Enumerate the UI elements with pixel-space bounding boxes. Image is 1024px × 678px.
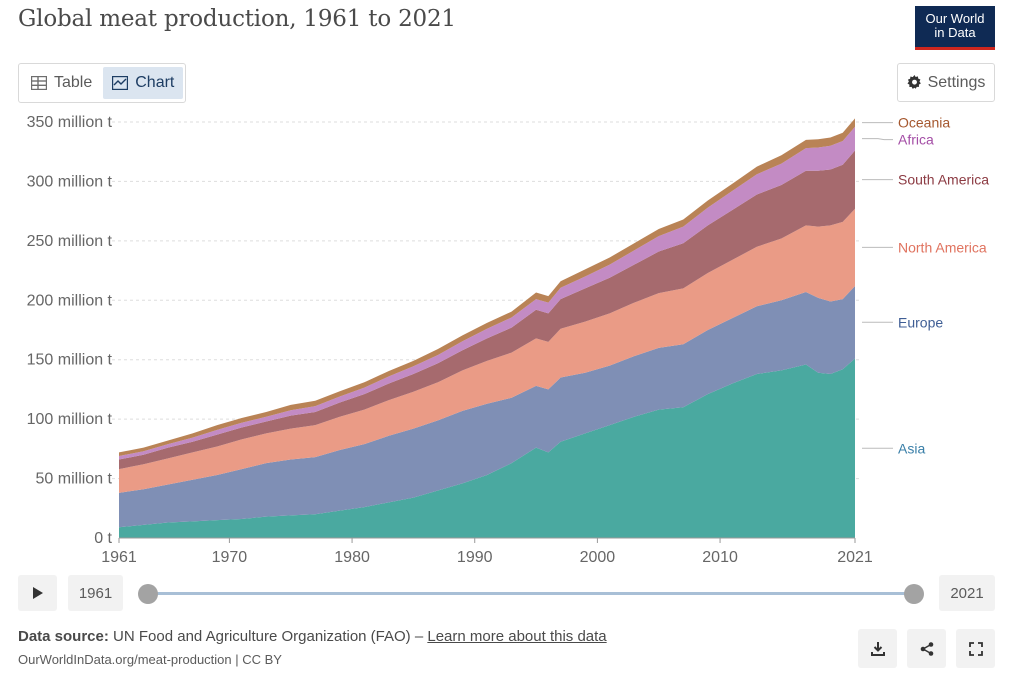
timeline-end-handle[interactable] [904,584,924,604]
fullscreen-button[interactable] [956,629,995,668]
view-tabs: Table Chart [18,63,186,103]
series-label-europe[interactable]: Europe [898,314,943,330]
x-tick-label: 1970 [212,549,248,566]
x-tick-label: 2000 [580,549,616,566]
y-tick-label: 350 million t [27,114,113,131]
x-tick-label: 1961 [101,549,137,566]
owid-logo[interactable]: Our World in Data [915,6,995,50]
share-button[interactable] [907,629,946,668]
timeline-start-handle[interactable] [138,584,158,604]
x-tick-label: 2010 [702,549,738,566]
share-icon [920,641,933,656]
y-tick-label: 300 million t [27,173,113,190]
timeline-track[interactable] [148,592,914,595]
x-tick-label: 2021 [837,549,873,566]
area-europe[interactable] [119,286,855,528]
logo-line-1: Our World [925,11,985,26]
series-label-oceania[interactable]: Oceania [898,115,950,131]
series-label-north-america[interactable]: North America [898,239,987,255]
series-label-asia[interactable]: Asia [898,440,925,456]
area-asia[interactable] [119,358,855,538]
play-button[interactable] [18,575,57,611]
area-north-america[interactable] [119,208,855,493]
tab-table-label: Table [54,74,93,91]
y-tick-label: 250 million t [27,233,113,250]
x-tick-label: 1980 [334,549,370,566]
timeline-end-year[interactable]: 2021 [939,575,995,611]
chart-title: Global meat production, 1961 to 2021 [18,6,456,32]
series-label-africa[interactable]: Africa [898,132,934,148]
learn-more-link[interactable]: Learn more about this data [427,628,607,645]
line-chart-icon [112,76,129,90]
series-label-south-america[interactable]: South America [898,172,989,188]
data-source-text: UN Food and Agriculture Organization (FA… [113,628,428,645]
play-icon [32,587,43,599]
y-tick-label: 100 million t [27,411,113,428]
timeline-start-year[interactable]: 1961 [68,575,123,611]
tab-chart[interactable]: Chart [103,67,184,99]
data-source-label: Data source: [18,628,109,645]
gear-icon [907,75,921,89]
series-label-connector [862,138,893,141]
y-tick-label: 0 t [94,530,112,547]
tab-table[interactable]: Table [22,67,101,99]
logo-line-2: in Data [934,25,976,40]
chart-area: 0 t 50 million t 100 million t 150 million … [27,114,990,566]
data-source: Data source: UN Food and Agriculture Org… [18,628,607,645]
y-tick-label: 200 million t [27,292,113,309]
y-tick-label: 50 million t [36,471,113,488]
table-icon [31,76,47,90]
x-tick-label: 1990 [457,549,493,566]
fullscreen-icon [968,641,983,656]
y-tick-label: 150 million t [27,352,113,369]
tab-chart-label: Chart [135,74,175,91]
chart-url: OurWorldInData.org/meat-production | CC … [18,652,282,667]
settings-button[interactable]: Settings [897,63,995,102]
download-icon [870,641,885,656]
download-button[interactable] [858,629,897,668]
settings-label: Settings [927,73,986,91]
